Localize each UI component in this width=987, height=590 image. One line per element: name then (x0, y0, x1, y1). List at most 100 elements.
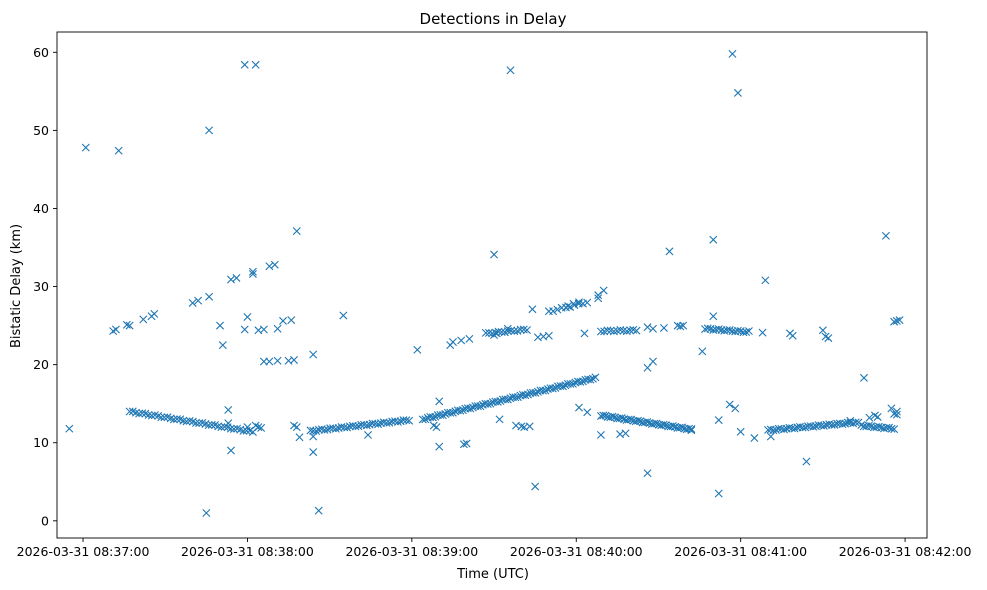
data-point (490, 250, 499, 259)
data-point (314, 506, 323, 515)
data-point (818, 326, 827, 335)
data-point (111, 325, 120, 334)
data-point (538, 386, 547, 395)
data-point (179, 416, 188, 425)
data-point (544, 331, 553, 340)
data-point (558, 382, 567, 391)
data-point (393, 417, 402, 426)
data-point (668, 421, 677, 430)
data-point (320, 425, 329, 434)
data-point (857, 421, 866, 430)
y-tick-label: 30 (33, 279, 49, 294)
data-point (575, 403, 583, 412)
y-tick-label: 0 (41, 513, 49, 528)
data-point (742, 328, 751, 337)
data-point (501, 395, 510, 404)
data-point (596, 327, 605, 336)
data-point (150, 411, 159, 420)
data-point (890, 425, 899, 434)
data-point (188, 298, 197, 307)
data-point (331, 424, 340, 433)
data-point (659, 420, 668, 429)
data-point (125, 321, 134, 330)
data-point (881, 231, 890, 240)
data-point (448, 408, 457, 417)
data-point (194, 296, 203, 305)
data-point (596, 430, 605, 439)
data-point (601, 411, 610, 420)
data-point (147, 411, 156, 420)
data-point (138, 409, 147, 418)
data-point (227, 446, 235, 455)
data-point (580, 329, 589, 338)
data-point (676, 322, 685, 331)
data-point (122, 320, 131, 329)
data-point (485, 328, 493, 337)
data-point (160, 413, 169, 422)
data-point (519, 325, 528, 334)
data-point (809, 422, 818, 431)
data-point (750, 434, 759, 443)
data-point (139, 315, 148, 324)
data-point (859, 373, 868, 382)
data-point (182, 417, 191, 426)
data-point (541, 386, 550, 395)
data-point (405, 416, 414, 425)
data-point (679, 321, 688, 330)
data-point (207, 420, 216, 429)
data-point (292, 423, 301, 432)
data-point (643, 323, 652, 332)
data-point (517, 422, 526, 431)
data-point (892, 407, 901, 416)
data-point (251, 60, 260, 69)
data-point (339, 311, 348, 320)
data-point (476, 402, 485, 411)
data-point (798, 423, 807, 432)
data-point (202, 509, 211, 517)
data-point (851, 418, 860, 427)
data-point (714, 489, 723, 498)
data-point (125, 407, 134, 416)
data-point (616, 326, 625, 335)
data-point (428, 413, 437, 422)
data-point (292, 227, 301, 236)
data-point (761, 276, 770, 285)
data-point (157, 413, 166, 422)
data-point (566, 379, 575, 388)
data-point (731, 404, 740, 413)
data-point (698, 347, 707, 356)
data-point (216, 321, 225, 330)
data-point (769, 426, 778, 435)
data-point (566, 302, 575, 311)
y-tick-label: 10 (33, 435, 49, 450)
data-point (446, 408, 455, 417)
data-point (65, 424, 74, 433)
data-point (192, 419, 200, 427)
data-point (227, 275, 235, 284)
data-point (488, 329, 497, 338)
data-point (709, 235, 718, 244)
data-point (309, 350, 318, 359)
data-point (374, 420, 383, 429)
data-point (714, 325, 723, 334)
data-point (661, 421, 670, 430)
chart-title: Detections in Delay (420, 10, 567, 28)
data-point (459, 440, 468, 449)
data-point (548, 384, 557, 393)
data-point (788, 331, 797, 340)
y-tick-label: 40 (33, 201, 49, 216)
data-point (273, 324, 282, 333)
data-point (568, 379, 577, 388)
data-point (758, 328, 767, 337)
data-point (652, 419, 661, 428)
data-point (725, 400, 734, 409)
data-point (217, 423, 226, 432)
data-point (481, 328, 490, 337)
data-point (295, 433, 304, 442)
data-point (466, 404, 475, 413)
data-point (617, 414, 626, 423)
data-point (648, 357, 657, 366)
data-point (438, 411, 447, 420)
data-point (507, 326, 516, 335)
